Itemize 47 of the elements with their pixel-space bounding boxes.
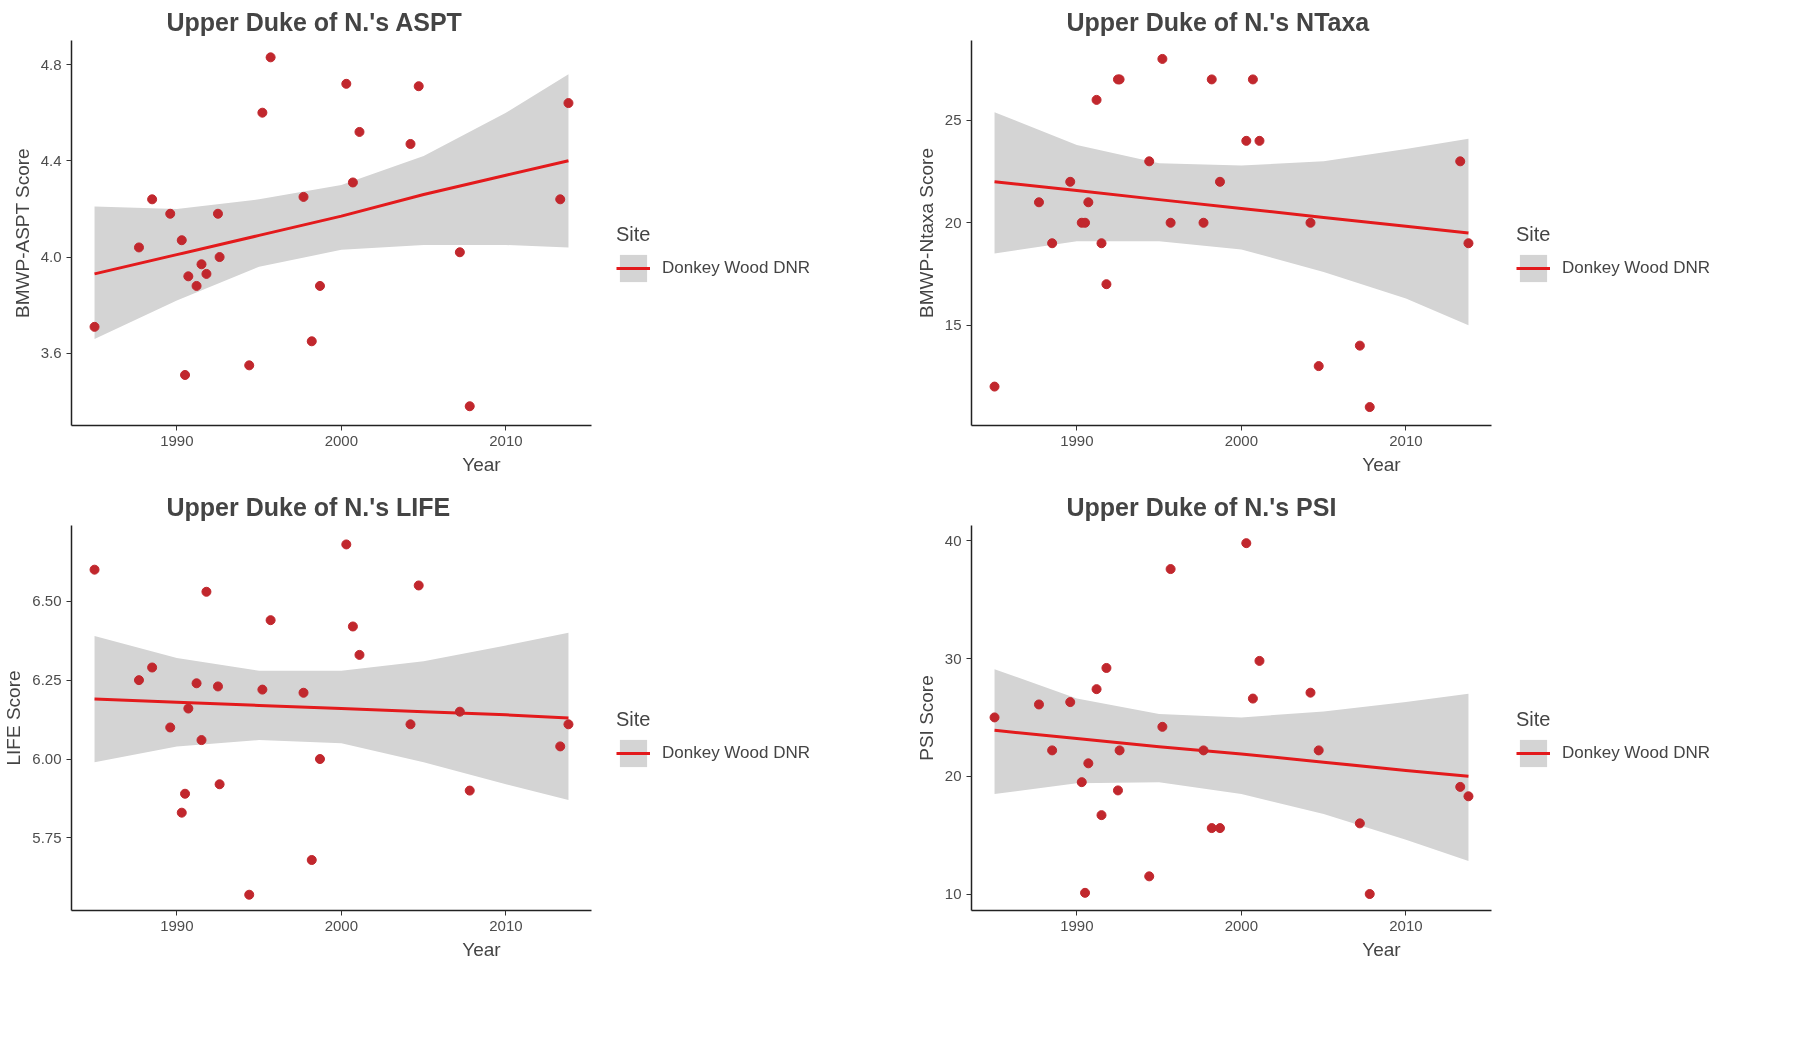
y-tick-label: 6.25 — [32, 671, 62, 689]
x-tick-label: 2000 — [1224, 431, 1259, 449]
y-axis-title: LIFE Score — [3, 670, 25, 766]
y-tick-label: 15 — [944, 316, 962, 334]
y-tick-label: 25 — [944, 111, 962, 129]
chart-title: Upper Duke of N.'s ASPT — [166, 7, 462, 36]
y-tick-label: 40 — [944, 531, 962, 549]
x-tick-label: 2000 — [324, 431, 359, 449]
x-tick-label: 1990 — [160, 916, 194, 934]
chart-title: Upper Duke of N.'s NTaxa — [1066, 7, 1371, 36]
y-tick-label: 6.50 — [32, 592, 62, 610]
y-tick-label: 4.4 — [40, 151, 62, 169]
y-tick-label: 30 — [944, 649, 962, 667]
legend-title: Site — [616, 223, 652, 246]
x-tick-label: 1990 — [160, 431, 194, 449]
y-tick-label: 4.0 — [40, 248, 62, 266]
y-tick-label: 10 — [944, 885, 962, 903]
x-tick-label: 1990 — [1060, 431, 1094, 449]
y-tick-label: 20 — [944, 767, 962, 785]
x-tick-label: 2010 — [1389, 431, 1423, 449]
legend-label: Donkey Wood DNR — [662, 258, 811, 278]
x-tick-label: 1990 — [1060, 916, 1094, 934]
y-tick-label: 6.00 — [32, 750, 62, 768]
chart-title: Upper Duke of N.'s PSI — [1066, 492, 1337, 521]
y-axis-title: PSI Score — [915, 675, 937, 761]
legend-label: Donkey Wood DNR — [1562, 743, 1711, 763]
x-tick-label: 2010 — [1389, 916, 1423, 934]
legend-title: Site — [616, 708, 652, 731]
y-tick-label: 4.8 — [40, 55, 62, 73]
x-tick-label: 2010 — [489, 431, 523, 449]
legend-label: Donkey Wood DNR — [1562, 258, 1711, 278]
y-tick-label: 20 — [944, 213, 962, 231]
x-axis-title: Year — [1362, 938, 1402, 960]
y-tick-label: 5.75 — [32, 828, 62, 846]
x-axis-title: Year — [1362, 453, 1402, 475]
legend-title: Site — [1516, 223, 1552, 246]
y-axis-title: BMWP-Ntaxa Score — [915, 148, 937, 318]
legend-title: Site — [1516, 708, 1552, 731]
x-tick-label: 2000 — [324, 916, 359, 934]
chart-title: Upper Duke of N.'s LIFE — [166, 492, 451, 521]
x-tick-label: 2000 — [1224, 916, 1259, 934]
x-tick-label: 2010 — [489, 916, 523, 934]
legend-label: Donkey Wood DNR — [662, 743, 811, 763]
x-axis-title: Year — [462, 938, 502, 960]
y-axis-title: BMWP-ASPT Score — [11, 148, 33, 318]
x-axis-title: Year — [462, 453, 502, 475]
y-tick-label: 3.6 — [40, 344, 62, 362]
